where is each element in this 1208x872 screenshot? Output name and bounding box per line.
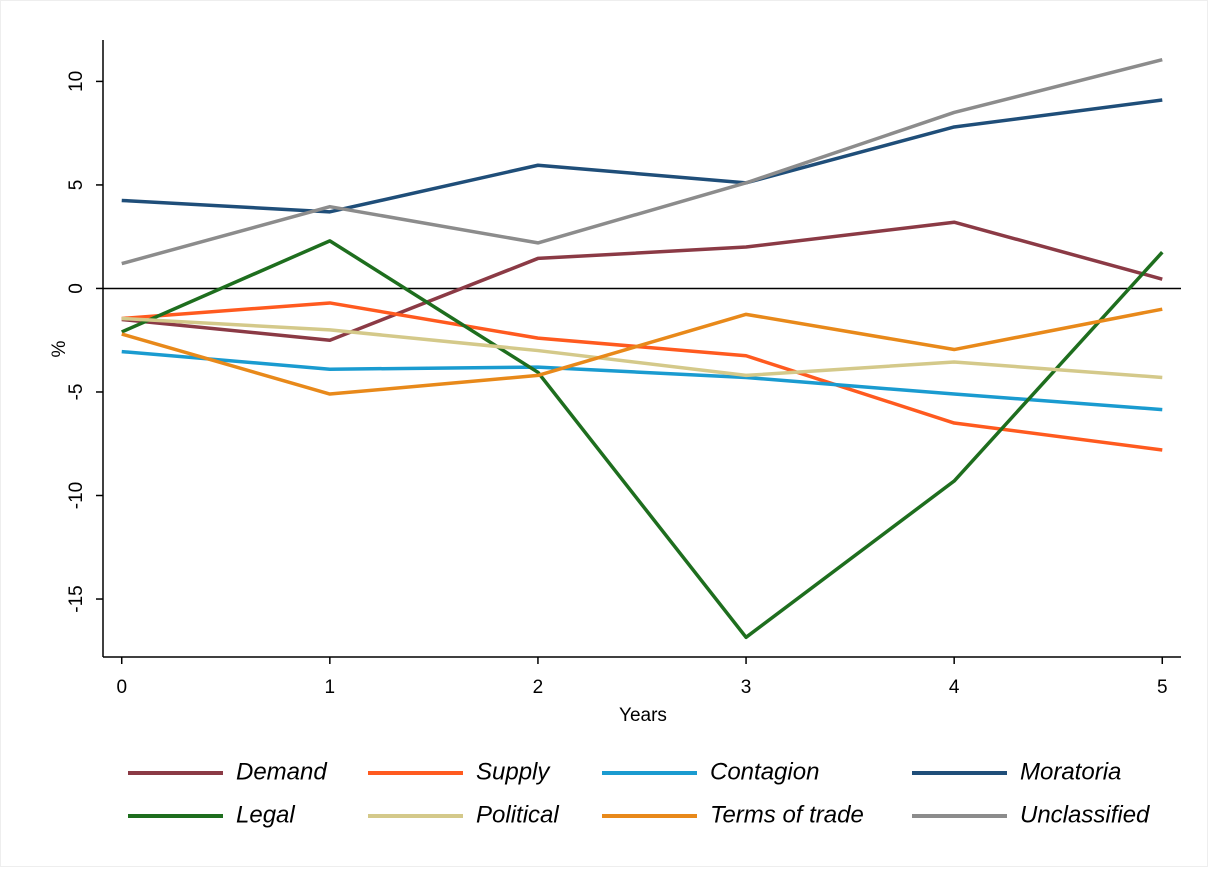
legend-label: Moratoria bbox=[1020, 758, 1121, 785]
legend-label: Political bbox=[476, 801, 559, 828]
x-tick-label: 0 bbox=[116, 677, 127, 698]
y-tick-label: -5 bbox=[66, 384, 87, 401]
x-tick-label: 2 bbox=[533, 677, 544, 698]
y-tick-label: 0 bbox=[66, 283, 87, 294]
legend-label: Demand bbox=[236, 758, 327, 785]
x-axis-label: Years bbox=[619, 705, 667, 726]
y-tick-label: -15 bbox=[66, 585, 87, 612]
series-line bbox=[121, 220, 1163, 342]
legend-label: Supply bbox=[476, 758, 551, 785]
x-tick-label: 4 bbox=[949, 677, 960, 698]
series-line bbox=[121, 316, 1163, 380]
y-tick-label: 5 bbox=[66, 180, 87, 191]
series-line bbox=[121, 98, 1163, 214]
series-line bbox=[121, 301, 1163, 452]
legend-label: Legal bbox=[236, 801, 295, 828]
series-line bbox=[121, 57, 1163, 266]
legend-label: Terms of trade bbox=[710, 801, 864, 828]
series-line bbox=[121, 307, 1163, 396]
legend-label: Unclassified bbox=[1020, 801, 1150, 828]
y-axis-label: % bbox=[49, 340, 70, 357]
x-tick-label: 3 bbox=[741, 677, 752, 698]
y-tick-label: 10 bbox=[66, 71, 87, 92]
series-line bbox=[121, 239, 1164, 640]
x-tick-label: 1 bbox=[325, 677, 336, 698]
legend-label: Contagion bbox=[710, 758, 819, 785]
series-line bbox=[121, 349, 1163, 412]
x-tick-label: 5 bbox=[1157, 677, 1168, 698]
y-tick-label: -10 bbox=[66, 482, 87, 509]
